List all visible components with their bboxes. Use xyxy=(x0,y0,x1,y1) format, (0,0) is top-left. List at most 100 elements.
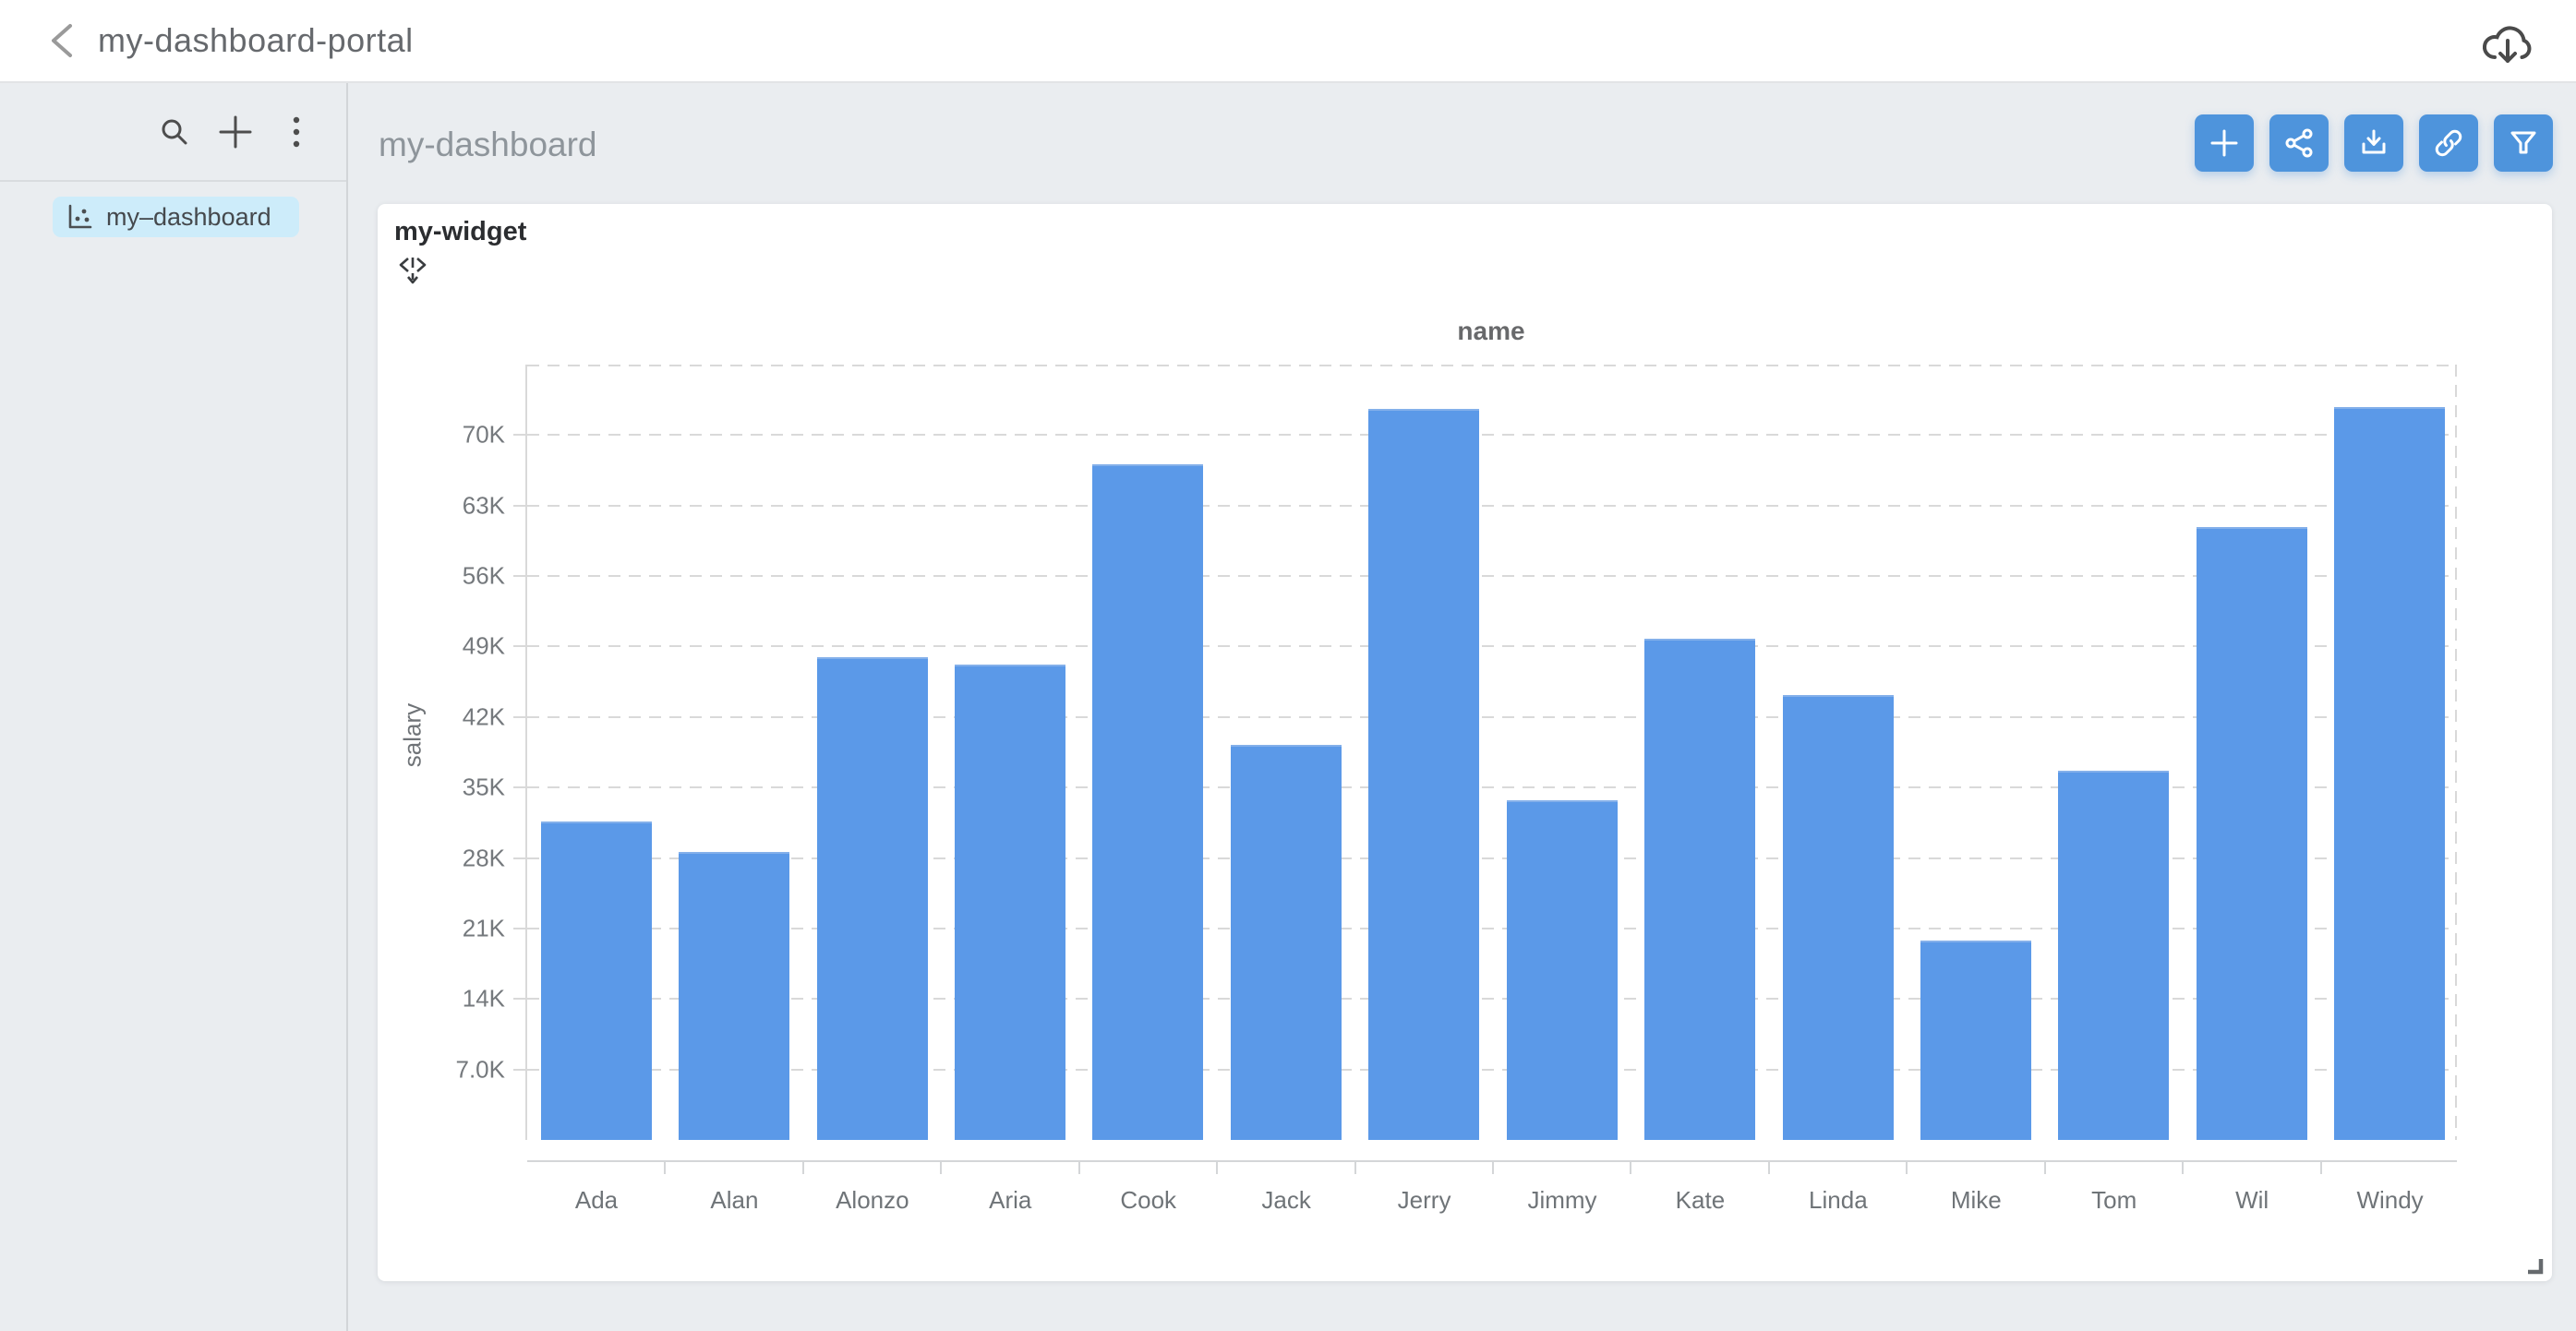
x-axis-tick xyxy=(664,1162,667,1174)
x-axis-line xyxy=(527,1160,2457,1162)
y-axis-tick xyxy=(513,575,525,578)
sidebar-toolbar xyxy=(0,83,346,182)
kebab-menu-icon xyxy=(293,116,300,147)
x-axis-tick xyxy=(2182,1162,2185,1174)
bar[interactable] xyxy=(1920,941,2031,1140)
bar[interactable] xyxy=(1782,694,1894,1140)
plot-top-border xyxy=(527,365,2457,366)
gridline xyxy=(527,645,2457,648)
bar[interactable] xyxy=(1368,409,1480,1140)
y-tick-label: 70K xyxy=(462,420,505,449)
link-button[interactable] xyxy=(2419,114,2478,172)
x-tick-label: Aria xyxy=(989,1186,1032,1214)
share-icon xyxy=(2285,128,2313,158)
x-tick-label: Mike xyxy=(1950,1186,2002,1214)
y-axis-tick xyxy=(513,1068,525,1071)
move-handle-icon[interactable] xyxy=(398,256,427,285)
swap-axis-icon xyxy=(399,258,427,284)
x-tick-label: Cook xyxy=(1120,1186,1177,1214)
bar[interactable] xyxy=(955,665,1065,1140)
x-tick-label: Linda xyxy=(1809,1186,1868,1214)
y-tick-label: 14K xyxy=(462,984,505,1013)
chevron-left-icon xyxy=(52,24,72,57)
cloud-download-button[interactable] xyxy=(2480,20,2535,65)
dashboard-tree: my–dashboard xyxy=(0,182,346,237)
bar[interactable] xyxy=(540,821,652,1140)
gridline xyxy=(527,786,2457,789)
plus-icon xyxy=(2210,129,2238,157)
y-axis-tick xyxy=(513,857,525,859)
x-axis-tick xyxy=(1077,1162,1080,1174)
bar[interactable] xyxy=(2334,406,2446,1140)
y-axis-tick xyxy=(513,434,525,437)
bar[interactable] xyxy=(2196,526,2307,1140)
tree-item-label: my–dashboard xyxy=(106,202,271,231)
gridline xyxy=(527,998,2457,1001)
chart-icon xyxy=(68,204,92,229)
y-tick-label: 35K xyxy=(462,773,505,801)
x-tick-label: Kate xyxy=(1675,1186,1726,1214)
download-icon xyxy=(2362,129,2386,154)
gridline xyxy=(527,857,2457,859)
y-axis-title: salary xyxy=(398,702,427,768)
gridline xyxy=(527,434,2457,437)
x-tick-label: Ada xyxy=(574,1186,619,1214)
cloud-download-icon xyxy=(2483,26,2532,63)
x-axis-tick xyxy=(1767,1162,1770,1174)
x-tick-label: Wil xyxy=(2235,1186,2269,1214)
gridline xyxy=(527,504,2457,507)
more-button[interactable] xyxy=(276,112,317,152)
x-axis-tick xyxy=(1216,1162,1219,1174)
x-tick-label: Jimmy xyxy=(1527,1186,1597,1214)
x-tick-label: Windy xyxy=(2356,1186,2424,1214)
add-widget-button[interactable] xyxy=(2195,114,2254,172)
x-axis-tick xyxy=(801,1162,804,1174)
y-tick-label: 42K xyxy=(462,702,505,731)
gridline xyxy=(527,715,2457,718)
resize-handle[interactable] xyxy=(2524,1255,2545,1276)
export-button[interactable] xyxy=(2344,114,2403,172)
y-axis-tick xyxy=(513,645,525,648)
bar[interactable] xyxy=(816,657,928,1140)
x-axis-tick xyxy=(1354,1162,1356,1174)
bar[interactable] xyxy=(1230,745,1342,1140)
widget-card: my-widget name salary 7.0K 14K 21K 28K 35K 42… xyxy=(378,204,2552,1281)
dashboard-title: my-dashboard xyxy=(379,126,597,163)
widget-title: my-widget xyxy=(394,217,527,246)
x-axis-tick xyxy=(1630,1162,1632,1174)
y-axis-tick xyxy=(513,504,525,507)
app-header: my-dashboard-portal xyxy=(0,0,2576,83)
filter-button[interactable] xyxy=(2494,114,2553,172)
plot-area: 7.0K 14K 21K 28K 35K 42K 49K 56K 63K 70K Ada Alan Al… xyxy=(456,365,2457,1214)
x-tick-label: Alonzo xyxy=(836,1186,909,1214)
gridline xyxy=(527,575,2457,578)
tree-item-my-dashboard[interactable]: my–dashboard xyxy=(53,197,299,237)
bar[interactable] xyxy=(1092,464,1204,1140)
dashboard-toolbar xyxy=(2195,114,2553,172)
x-axis-tick xyxy=(2319,1162,2322,1174)
x-axis-tick xyxy=(1492,1162,1494,1174)
y-axis-tick xyxy=(513,715,525,718)
x-tick-label: Jerry xyxy=(1397,1186,1451,1214)
link-icon xyxy=(2435,129,2462,157)
x-tick-label: Tom xyxy=(2091,1186,2137,1214)
x-axis-tick xyxy=(1906,1162,1908,1174)
add-button[interactable] xyxy=(215,112,256,152)
bar[interactable] xyxy=(2058,770,2170,1140)
y-tick-label: 49K xyxy=(462,631,505,660)
search-button[interactable] xyxy=(154,112,195,152)
bar[interactable] xyxy=(1644,638,1756,1140)
gridline xyxy=(527,927,2457,929)
share-button[interactable] xyxy=(2269,114,2329,172)
x-axis-tick xyxy=(2043,1162,2046,1174)
bar[interactable] xyxy=(679,852,790,1140)
chart-title: name xyxy=(1457,317,1525,345)
y-axis-tick xyxy=(513,927,525,929)
back-button[interactable] xyxy=(30,8,94,73)
bar[interactable] xyxy=(1506,800,1618,1140)
page-title: my-dashboard-portal xyxy=(98,21,414,59)
resize-corner-icon xyxy=(2528,1259,2544,1275)
gridline xyxy=(527,1068,2457,1071)
x-tick-label: Jack xyxy=(1261,1186,1311,1214)
x-axis-tick xyxy=(940,1162,943,1174)
